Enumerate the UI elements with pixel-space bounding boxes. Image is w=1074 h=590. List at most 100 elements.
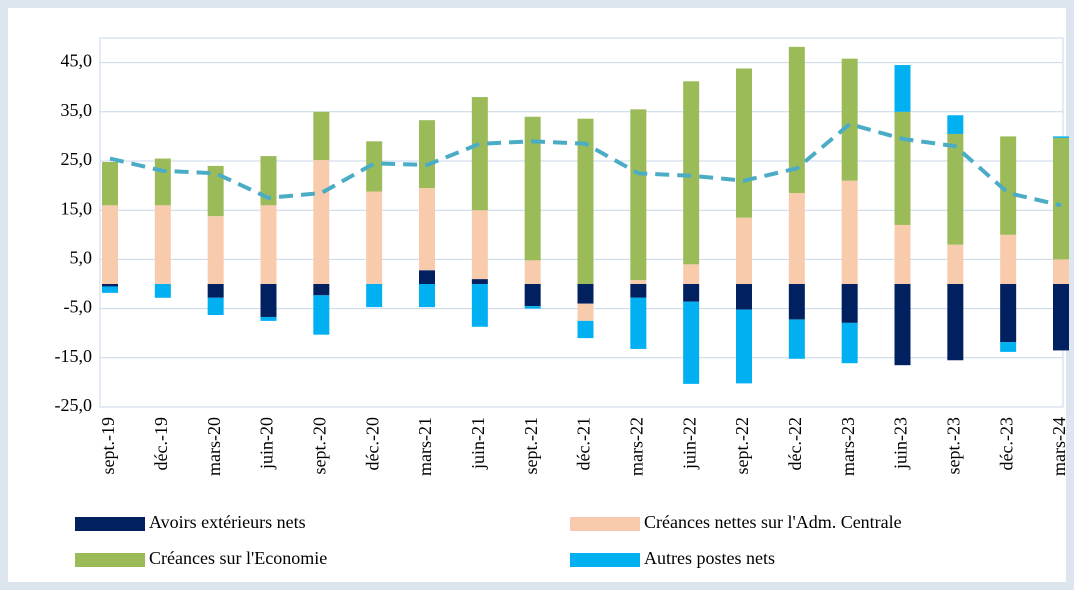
bar <box>947 115 964 134</box>
x-tick-label: sept.-19 <box>98 417 118 475</box>
bar <box>683 264 700 284</box>
bar <box>788 192 805 284</box>
bar <box>1000 234 1017 284</box>
bar <box>683 301 700 384</box>
bar <box>1000 136 1017 235</box>
y-tick-label: 15,0 <box>61 198 93 218</box>
bar <box>841 180 858 284</box>
bar <box>630 284 647 298</box>
bar <box>102 205 118 284</box>
y-tick-label: 25,0 <box>61 149 93 169</box>
bar <box>894 111 911 225</box>
legend-label: Créances sur l'Economie <box>149 548 327 568</box>
x-tick-label: sept.-21 <box>521 417 541 475</box>
bar <box>419 270 435 284</box>
bar <box>1053 284 1069 351</box>
bar <box>313 284 330 296</box>
y-tick-label: -5,0 <box>64 297 93 317</box>
legend-swatch <box>570 517 640 531</box>
bar <box>630 109 647 281</box>
x-tick-label: juin-20 <box>257 417 277 470</box>
y-tick-label: -25,0 <box>55 395 93 415</box>
bar <box>313 111 330 161</box>
x-tick-label: déc.-23 <box>996 417 1016 470</box>
bar <box>524 306 541 309</box>
bar <box>154 205 171 284</box>
x-tick-label: mars-21 <box>415 417 435 476</box>
x-tick-label: sept.-22 <box>732 417 752 475</box>
x-tick-label: déc.-20 <box>362 417 382 470</box>
bar <box>1053 136 1069 138</box>
bar <box>207 297 224 315</box>
bar <box>102 161 118 206</box>
bar <box>788 46 805 193</box>
x-tick-label: juin-21 <box>468 417 488 470</box>
bar <box>947 133 964 245</box>
bar <box>102 284 118 287</box>
x-tick-label: mars-24 <box>1049 417 1069 476</box>
bar <box>736 284 752 310</box>
bar <box>154 158 171 206</box>
bar <box>1000 342 1017 352</box>
bar <box>419 120 435 189</box>
x-tick-label: mars-22 <box>626 417 646 476</box>
legend-label: Autres postes nets <box>644 548 775 568</box>
bar <box>577 320 594 339</box>
bar <box>207 284 224 298</box>
bar <box>577 303 594 321</box>
x-tick-label: sept.-23 <box>943 417 963 475</box>
x-tick-label: mars-20 <box>204 417 224 476</box>
bar <box>313 160 330 284</box>
bar <box>207 165 224 217</box>
bar <box>1053 137 1069 260</box>
bar <box>471 210 488 280</box>
bar <box>947 284 964 361</box>
bar <box>207 216 224 284</box>
bar <box>736 309 752 384</box>
x-tick-label: juin-23 <box>891 417 911 470</box>
bar <box>630 280 647 284</box>
bar <box>260 284 277 317</box>
x-tick-label: juin-22 <box>679 417 699 470</box>
bar <box>471 279 488 284</box>
bar <box>154 284 171 298</box>
bar <box>366 284 383 308</box>
bar <box>683 284 700 302</box>
x-tick-label: déc.-19 <box>151 417 171 470</box>
bar <box>260 156 277 206</box>
bar <box>841 322 858 364</box>
y-tick-label: -15,0 <box>55 346 93 366</box>
legend-swatch <box>570 553 640 567</box>
legend-swatch <box>75 517 145 531</box>
bar <box>366 141 383 192</box>
y-tick-label: 5,0 <box>70 248 93 268</box>
bar <box>736 217 752 284</box>
bar <box>683 81 700 265</box>
bar <box>630 297 647 349</box>
bar <box>1000 284 1017 343</box>
x-tick-label: déc.-22 <box>785 417 805 470</box>
bar <box>736 68 752 218</box>
bar <box>419 188 435 271</box>
bar <box>841 284 858 323</box>
legend-label: Avoirs extérieurs nets <box>149 512 306 532</box>
bar <box>366 191 383 284</box>
bar <box>788 284 805 320</box>
bar <box>313 295 330 335</box>
bar <box>419 284 435 308</box>
legend-swatch <box>75 553 145 567</box>
bar <box>102 286 118 293</box>
x-tick-label: sept.-20 <box>309 417 329 475</box>
bar <box>947 244 964 284</box>
y-tick-label: 45,0 <box>61 51 93 71</box>
bar <box>471 284 488 327</box>
bar <box>260 316 277 321</box>
bar <box>841 58 858 181</box>
bar <box>524 116 541 261</box>
y-tick-label: 35,0 <box>61 100 93 120</box>
x-tick-label: mars-23 <box>838 417 858 476</box>
bar <box>788 319 805 359</box>
bar <box>260 205 277 284</box>
legend-label: Créances nettes sur l'Adm. Centrale <box>644 512 902 532</box>
